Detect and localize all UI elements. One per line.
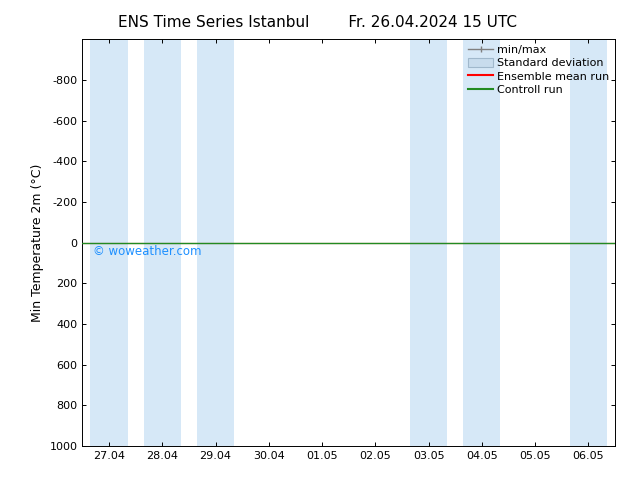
Text: © woweather.com: © woweather.com (93, 245, 202, 258)
Bar (463, 39, 500, 446)
Bar (410, 39, 447, 446)
Legend: min/max, Standard deviation, Ensemble mean run, Controll run: min/max, Standard deviation, Ensemble me… (466, 43, 612, 97)
Bar (144, 39, 181, 446)
Bar (91, 39, 127, 446)
Y-axis label: Min Temperature 2m (°C): Min Temperature 2m (°C) (31, 163, 44, 322)
Text: ENS Time Series Istanbul        Fr. 26.04.2024 15 UTC: ENS Time Series Istanbul Fr. 26.04.2024 … (117, 15, 517, 30)
Bar (197, 39, 234, 446)
Bar (570, 39, 607, 446)
